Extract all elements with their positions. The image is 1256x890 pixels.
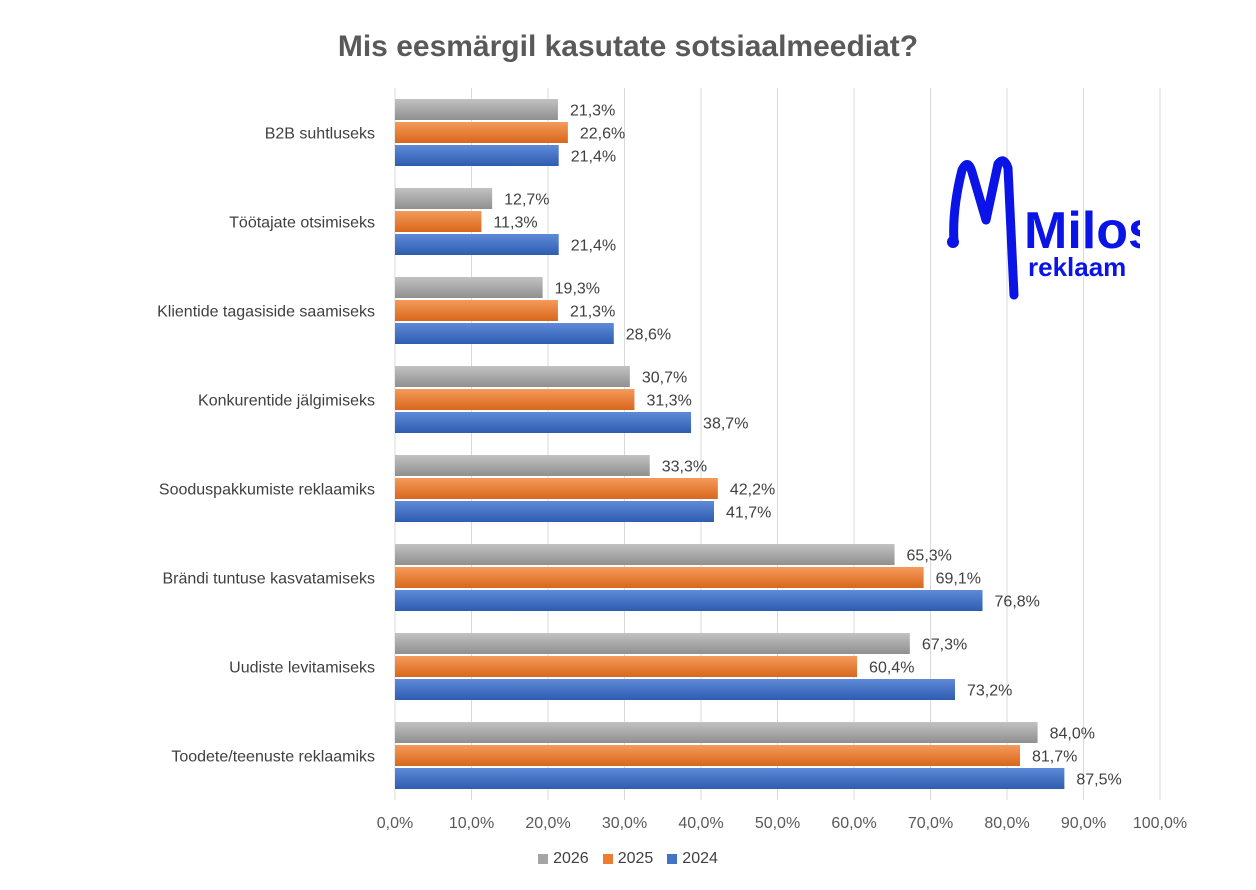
bar-2026 <box>395 99 558 120</box>
legend-item-2024: 2024 <box>667 850 718 868</box>
bar-2024 <box>395 679 955 700</box>
svg-text:reklaam: reklaam <box>1028 252 1126 282</box>
category-label: Sooduspakkumiste reklaamiks <box>159 482 375 499</box>
bar-2025 <box>395 300 558 321</box>
data-label: 73,2% <box>967 683 1012 700</box>
legend-item-2025: 2025 <box>602 850 654 868</box>
bar-2026 <box>395 188 493 209</box>
category-label: Töötajate otsimiseks <box>229 215 375 232</box>
x-tick-label: 80,0% <box>984 815 1029 832</box>
data-label: 21,3% <box>570 304 615 321</box>
bar-2026 <box>395 633 910 654</box>
x-tick-label: 20,0% <box>525 815 570 832</box>
data-label: 12,7% <box>504 192 549 209</box>
chart-title: Mis eesmärgil kasutate sotsiaalmeediat? <box>337 30 919 63</box>
bar-2026 <box>395 544 895 565</box>
category-label: B2B suhtluseks <box>265 126 375 143</box>
bar-2024 <box>395 145 559 166</box>
legend-swatch <box>667 854 678 864</box>
data-label: 33,3% <box>662 459 707 476</box>
data-labels: 21,3% 22,6% 21,4% 12,7% 11,3% 21,4% 19,3% 21,3%… <box>493 103 1121 789</box>
data-label: 67,3% <box>922 637 967 654</box>
x-tick-label: 0,0% <box>377 815 413 832</box>
data-label: 69,1% <box>936 571 981 588</box>
x-tick-label: 10,0% <box>449 815 494 832</box>
bar-2025 <box>395 389 635 410</box>
category-label: Klientide tagasiside saamiseks <box>157 304 375 321</box>
category-label: Toodete/teenuste reklaamiks <box>171 749 375 766</box>
legend: 2026 2025 2024 <box>0 850 1256 868</box>
x-tick-label: 60,0% <box>831 815 876 832</box>
category-labels: B2B suhtluseks Töötajate otsimiseks Klient… <box>157 126 375 766</box>
category-label: Uudiste levitamiseks <box>229 660 375 677</box>
data-label: 21,4% <box>571 238 616 255</box>
data-label: 41,7% <box>726 505 771 522</box>
data-label: 81,7% <box>1032 749 1077 766</box>
bar-2026 <box>395 366 630 387</box>
legend-label: 2025 <box>617 850 654 867</box>
data-label: 84,0% <box>1050 726 1095 743</box>
x-tick-label: 50,0% <box>755 815 800 832</box>
x-tick-label: 40,0% <box>678 815 723 832</box>
data-label: 22,6% <box>580 126 625 143</box>
bar-2024 <box>395 323 614 344</box>
bar-2025 <box>395 211 482 232</box>
legend-swatch <box>538 854 549 864</box>
bar-2026 <box>395 722 1038 743</box>
bar-2026 <box>395 277 543 298</box>
data-label: 60,4% <box>869 660 914 677</box>
category-label: Konkurentide jälgimiseks <box>198 393 375 410</box>
bar-2025 <box>395 122 568 143</box>
x-tick-label: 70,0% <box>908 815 953 832</box>
bar-2025 <box>395 745 1021 766</box>
bar-2025 <box>395 478 718 499</box>
x-tick-label: 100,0% <box>1133 815 1187 832</box>
data-label: 21,3% <box>570 103 615 120</box>
data-label: 30,7% <box>642 370 687 387</box>
bar-2024 <box>395 590 983 611</box>
bars <box>395 99 1065 789</box>
data-label: 21,4% <box>571 149 616 166</box>
data-label: 31,3% <box>646 393 691 410</box>
category-label: Brändi tuntuse kasvatamiseks <box>162 571 375 588</box>
data-label: 87,5% <box>1076 772 1121 789</box>
x-tick-label: 90,0% <box>1061 815 1106 832</box>
svg-text:Milos: Milos <box>1024 202 1140 260</box>
x-tick-label: 30,0% <box>602 815 647 832</box>
legend-item-2026: 2026 <box>538 850 589 868</box>
data-label: 38,7% <box>703 416 748 433</box>
bar-2024 <box>395 234 559 255</box>
data-label: 76,8% <box>995 594 1040 611</box>
bar-2025 <box>395 567 924 588</box>
bar-2025 <box>395 656 858 677</box>
data-label: 42,2% <box>730 482 775 499</box>
bar-2024 <box>395 412 692 433</box>
data-label: 19,3% <box>555 281 600 298</box>
bar-2024 <box>395 501 715 522</box>
legend-label: 2024 <box>682 850 718 867</box>
legend-swatch <box>602 854 613 864</box>
legend-label: 2026 <box>553 850 589 867</box>
milos-reklaam-logo: Milos reklaam <box>940 150 1157 300</box>
x-tick-labels: 0,0% 10,0% 20,0% 30,0% 40,0% 50,0% 60,0% 70,0% 8… <box>377 815 1187 832</box>
bar-2024 <box>395 768 1065 789</box>
data-label: 28,6% <box>626 327 671 344</box>
bar-2026 <box>395 455 650 476</box>
data-label: 11,3% <box>493 215 537 232</box>
data-label: 65,3% <box>907 548 952 565</box>
